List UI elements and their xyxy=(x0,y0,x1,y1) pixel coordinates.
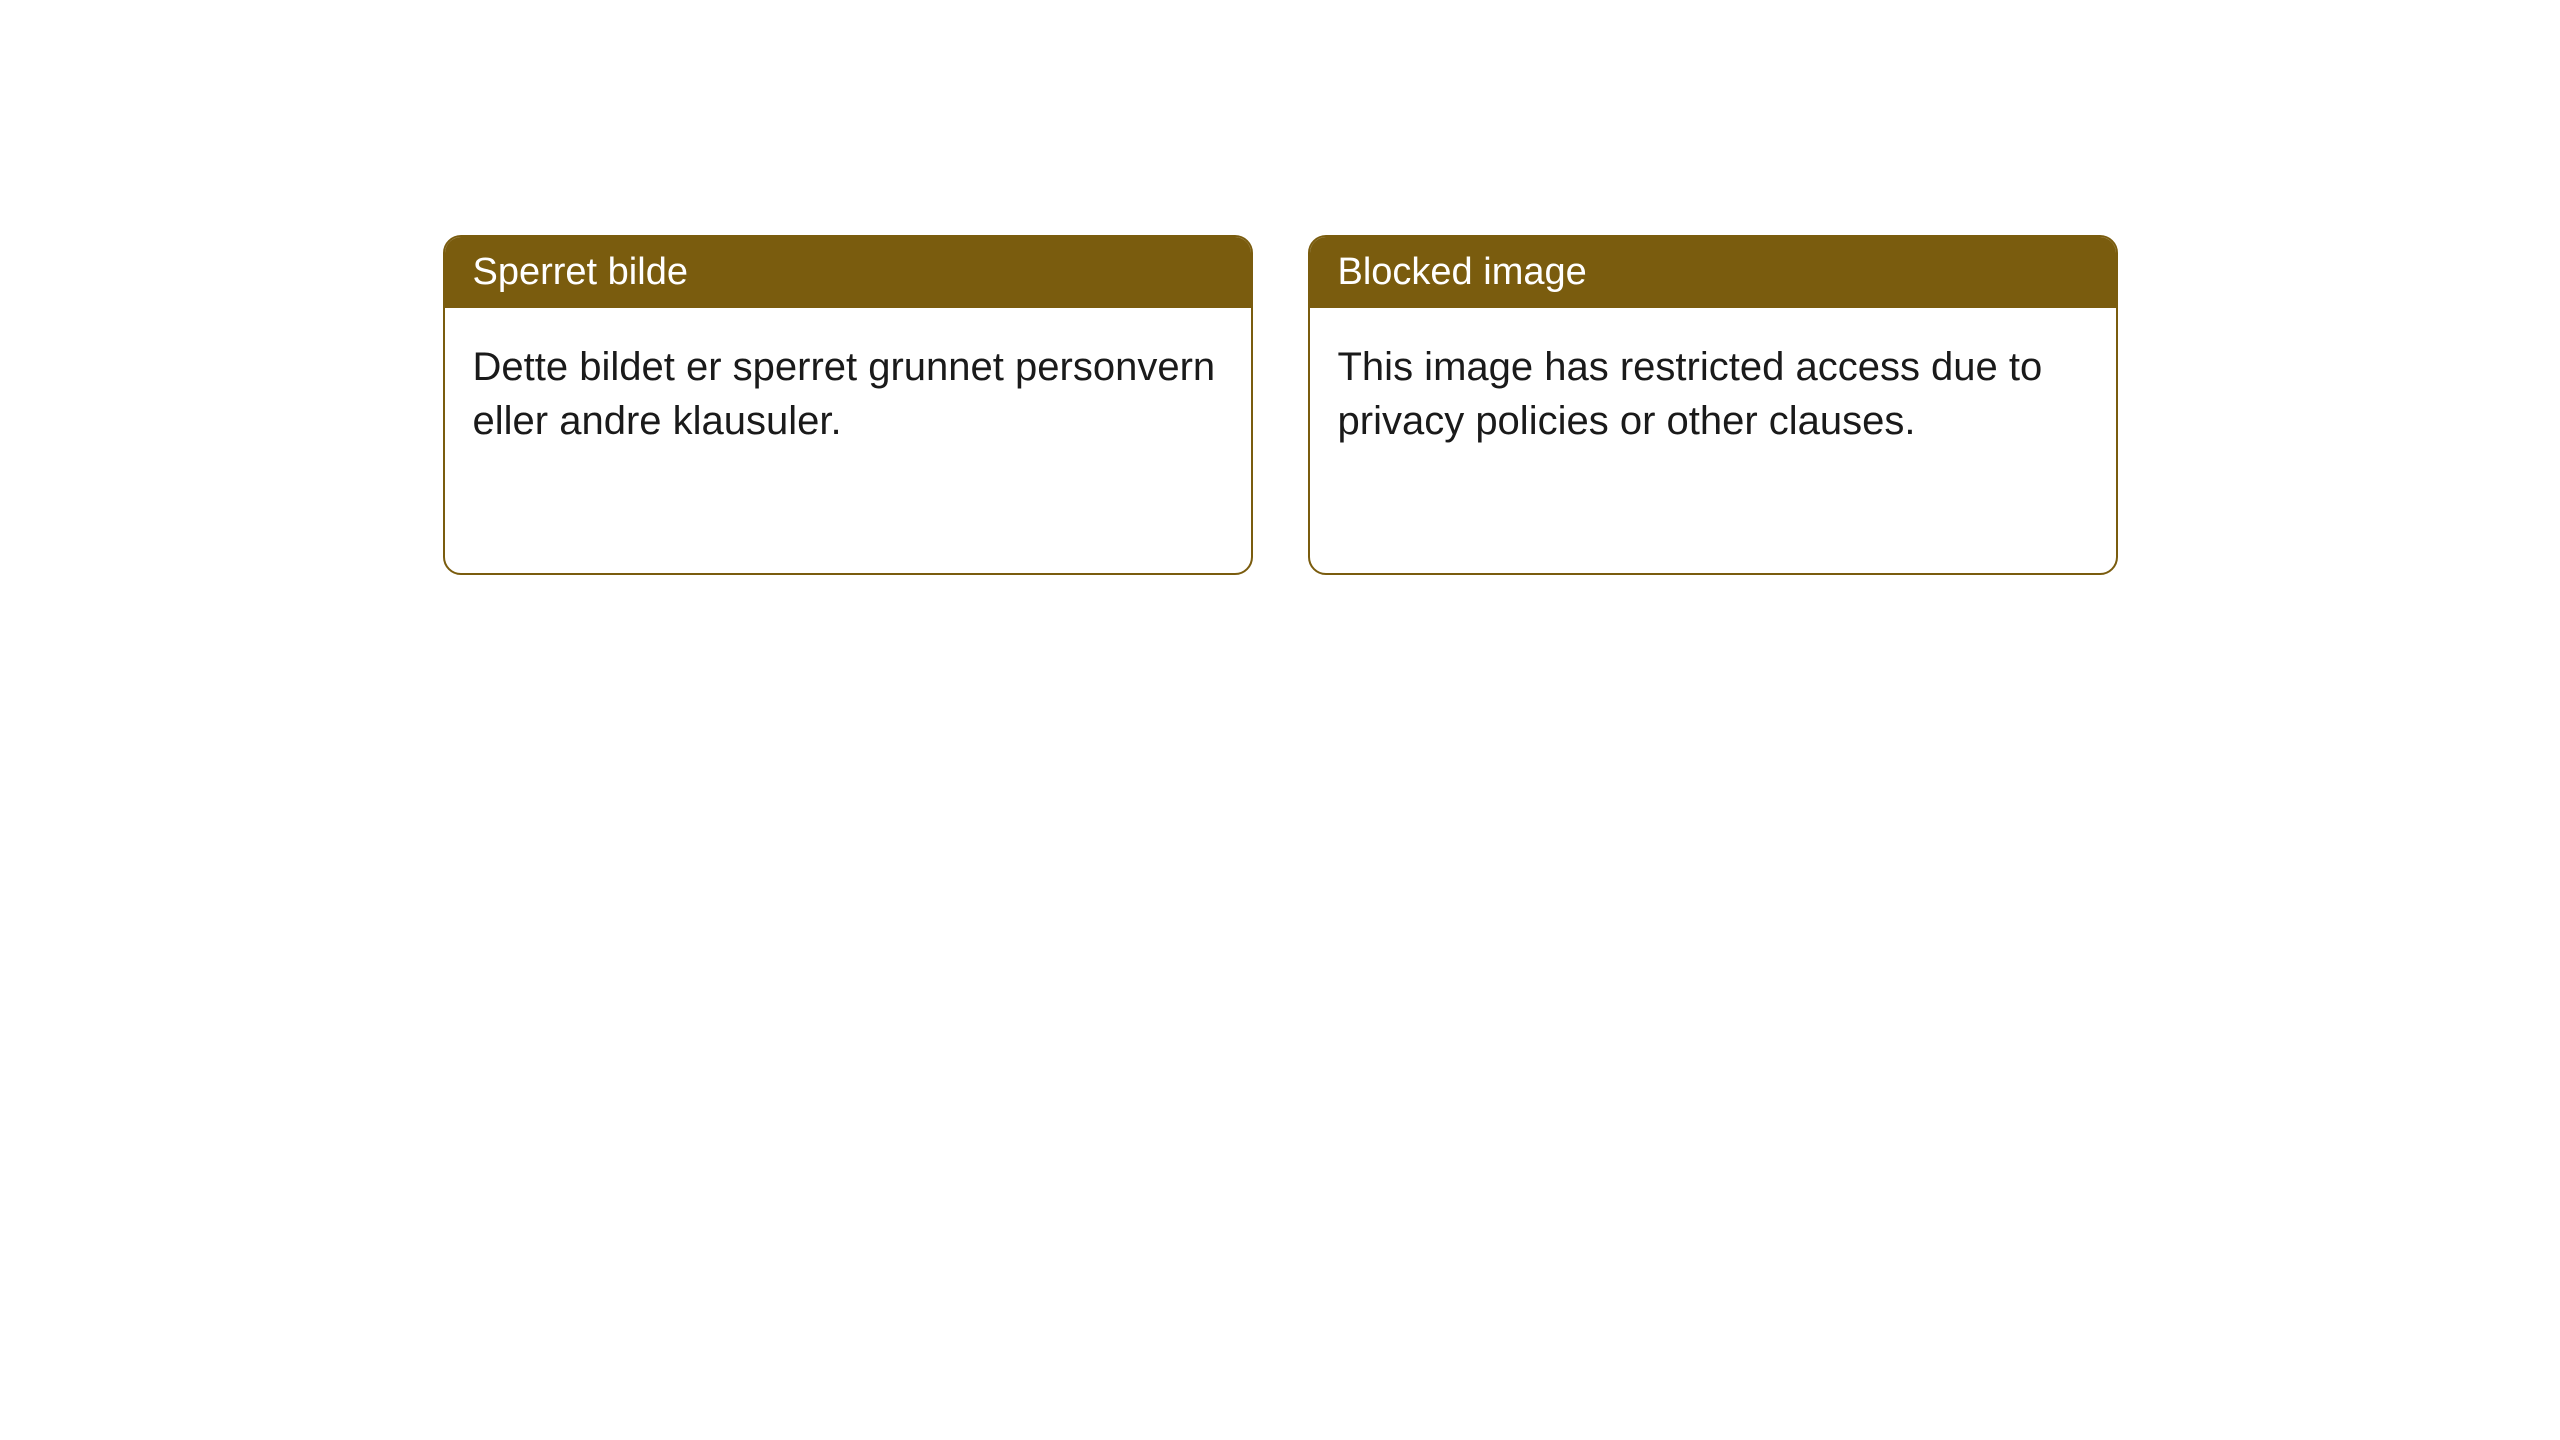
blocked-image-card-english: Blocked image This image has restricted … xyxy=(1308,235,2118,575)
card-text-english: This image has restricted access due to … xyxy=(1338,345,2043,443)
blocked-image-card-norwegian: Sperret bilde Dette bildet er sperret gr… xyxy=(443,235,1253,575)
card-body-norwegian: Dette bildet er sperret grunnet personve… xyxy=(445,308,1251,480)
card-header-norwegian: Sperret bilde xyxy=(445,237,1251,308)
cards-container: Sperret bilde Dette bildet er sperret gr… xyxy=(443,235,2118,1440)
card-text-norwegian: Dette bildet er sperret grunnet personve… xyxy=(473,345,1216,443)
card-title-english: Blocked image xyxy=(1338,251,1587,293)
card-header-english: Blocked image xyxy=(1310,237,2116,308)
card-body-english: This image has restricted access due to … xyxy=(1310,308,2116,480)
card-title-norwegian: Sperret bilde xyxy=(473,251,688,293)
